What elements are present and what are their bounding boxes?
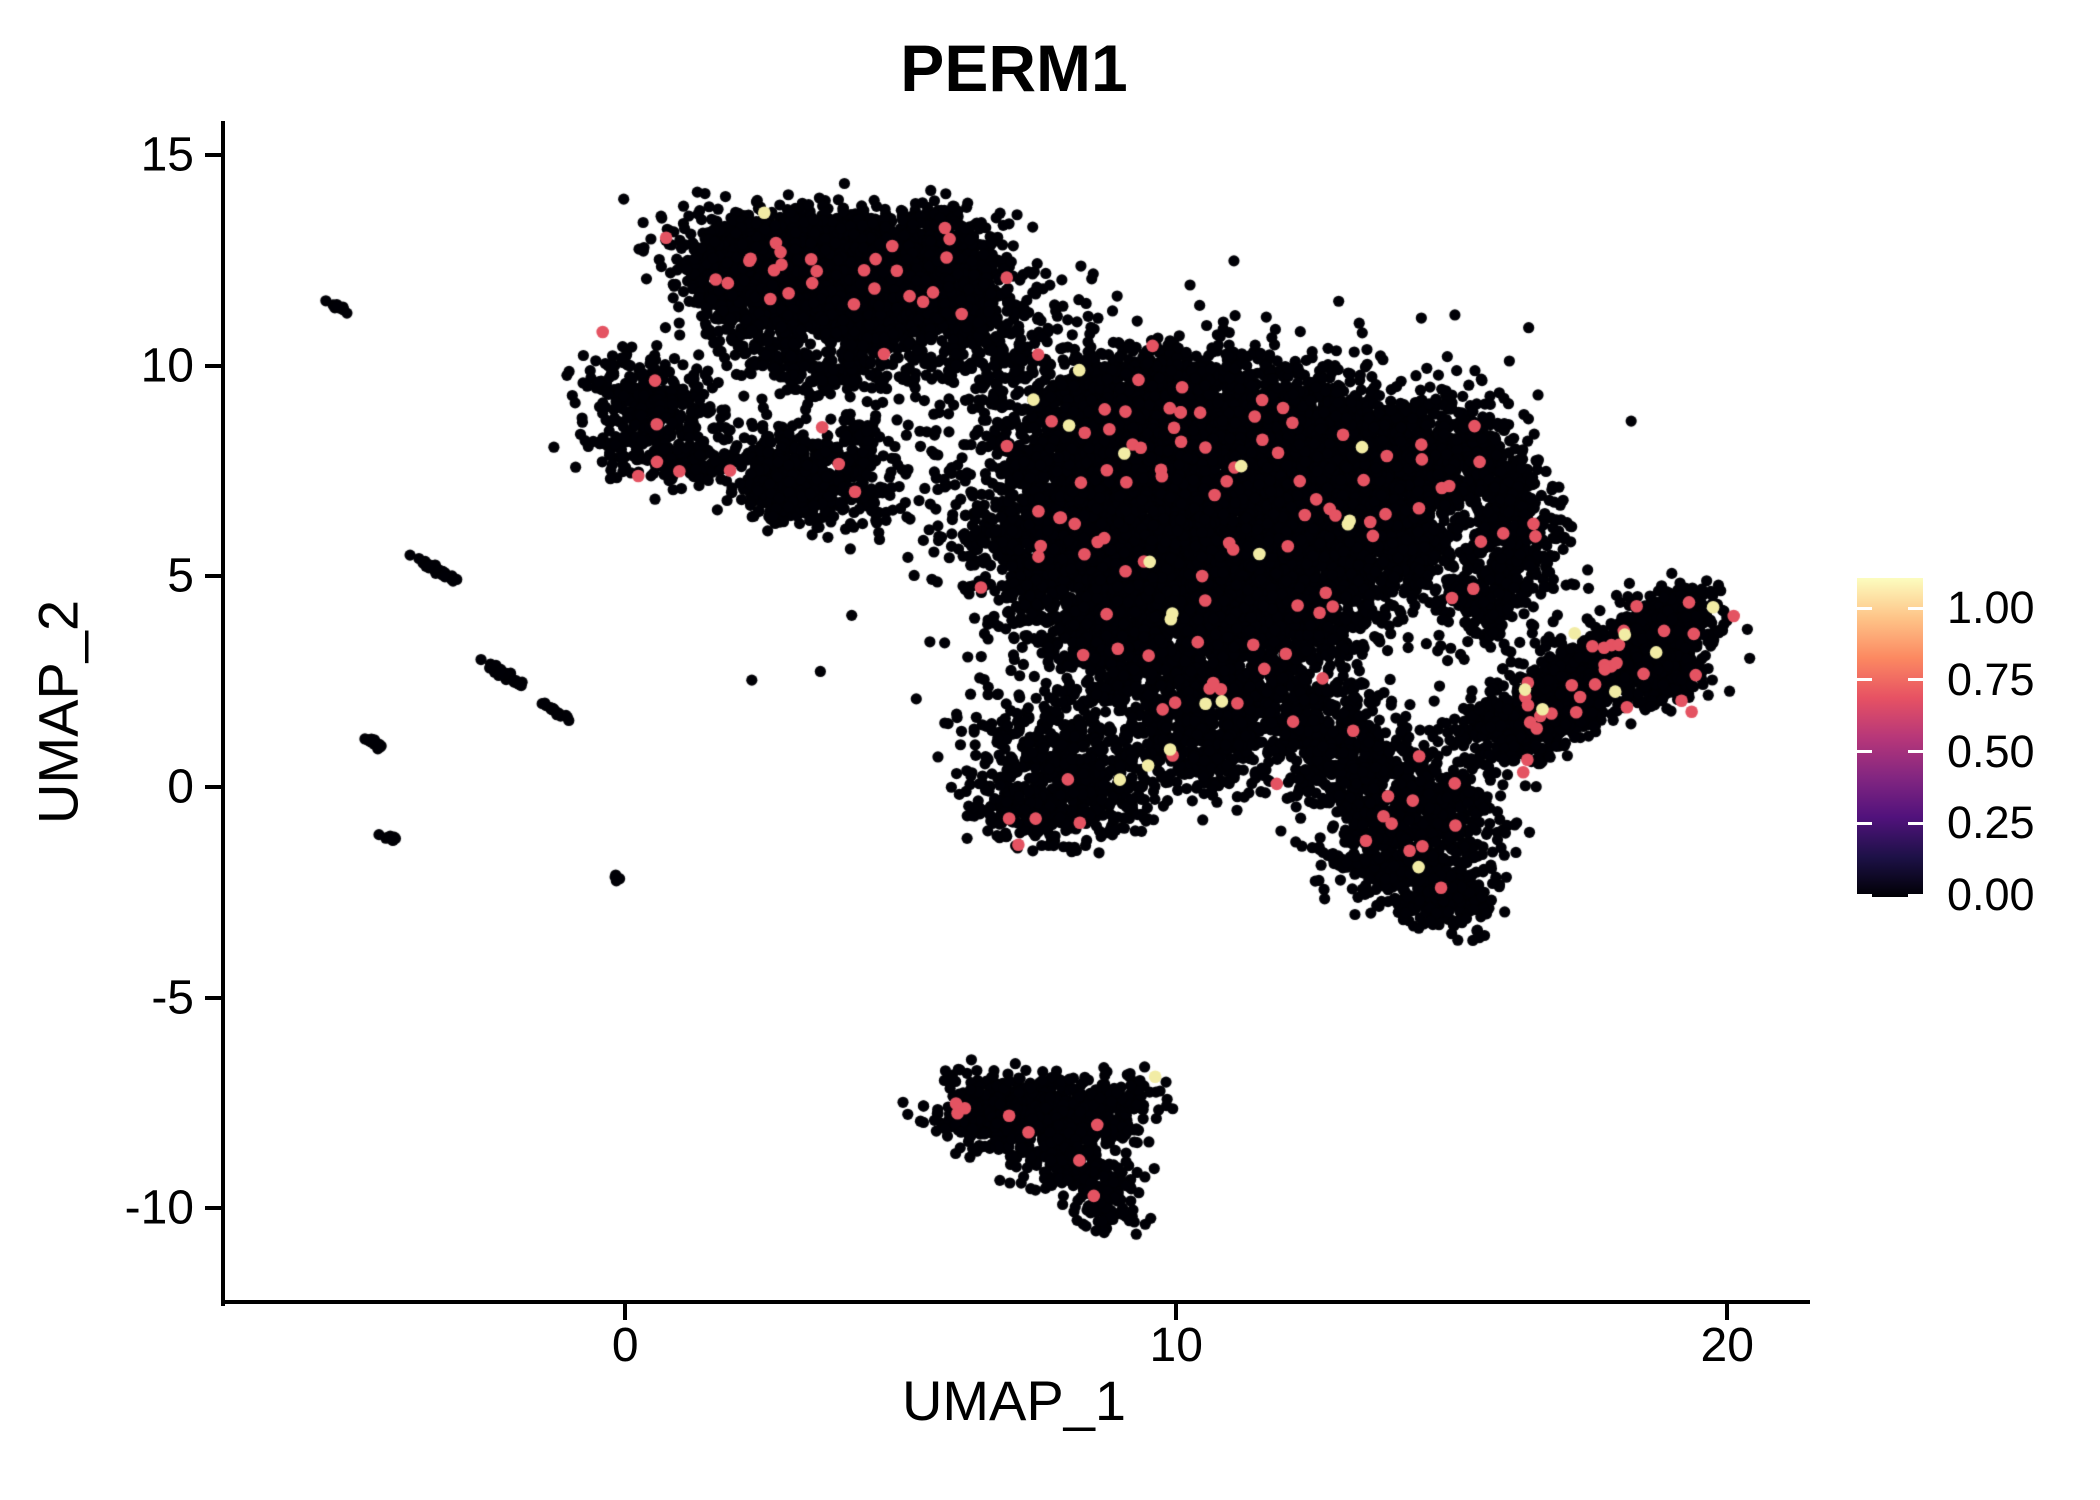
y-axis-tick-mark [205,785,221,790]
y-axis-tick-mark [205,363,221,368]
y-axis-tick-label: 10 [140,339,194,393]
y-axis-tick-mark [205,995,221,1000]
x-axis-line [221,1300,1810,1304]
y-axis-tick-label: 15 [140,128,194,182]
colorbar-tick-mark [1857,750,1872,753]
colorbar-tick-mark [1857,893,1872,897]
colorbar-tick-mark [1857,678,1872,682]
colorbar-tick-mark [1908,678,1923,682]
colorbar-tick-label: 1.00 [1947,582,2035,633]
x-axis-tick-label: 20 [1700,1319,1754,1372]
plot-title: PERM1 [900,31,1128,105]
y-axis-tick-mark [205,574,221,579]
colorbar-tick-label: 0.75 [1947,653,2035,705]
y-axis-line [221,121,225,1306]
y-axis-tick-mark [205,153,221,158]
y-axis-tick-label: 5 [167,549,194,603]
x-axis-tick-mark [1174,1304,1179,1320]
x-axis-tick-mark [623,1304,628,1320]
x-axis-title: UMAP_1 [901,1369,1127,1432]
colorbar-tick-label: 0.25 [1947,797,2035,849]
x-axis-tick-mark [1725,1304,1730,1320]
colorbar-tick-label: 0.50 [1947,725,2035,777]
y-axis-tick-label: 0 [167,760,194,814]
y-axis-tick-mark [205,1206,221,1211]
x-axis-tick-label: 10 [1149,1319,1203,1372]
colorbar-tick-mark [1908,606,1923,610]
x-axis-tick-label: 0 [611,1319,639,1372]
y-axis-title: UMAP_2 [26,599,90,825]
colorbar-tick-mark [1908,750,1923,753]
y-axis-tick-label: -5 [151,971,194,1025]
colorbar-tick-mark [1857,606,1872,610]
colorbar-tick-label: 0.00 [1947,869,2035,920]
colorbar-tick-mark [1908,893,1923,897]
colorbar-gradient [1857,578,1923,897]
colorbar-tick-mark [1857,821,1872,825]
y-axis-tick-label: -10 [124,1181,194,1235]
colorbar-tick-mark [1908,821,1923,825]
